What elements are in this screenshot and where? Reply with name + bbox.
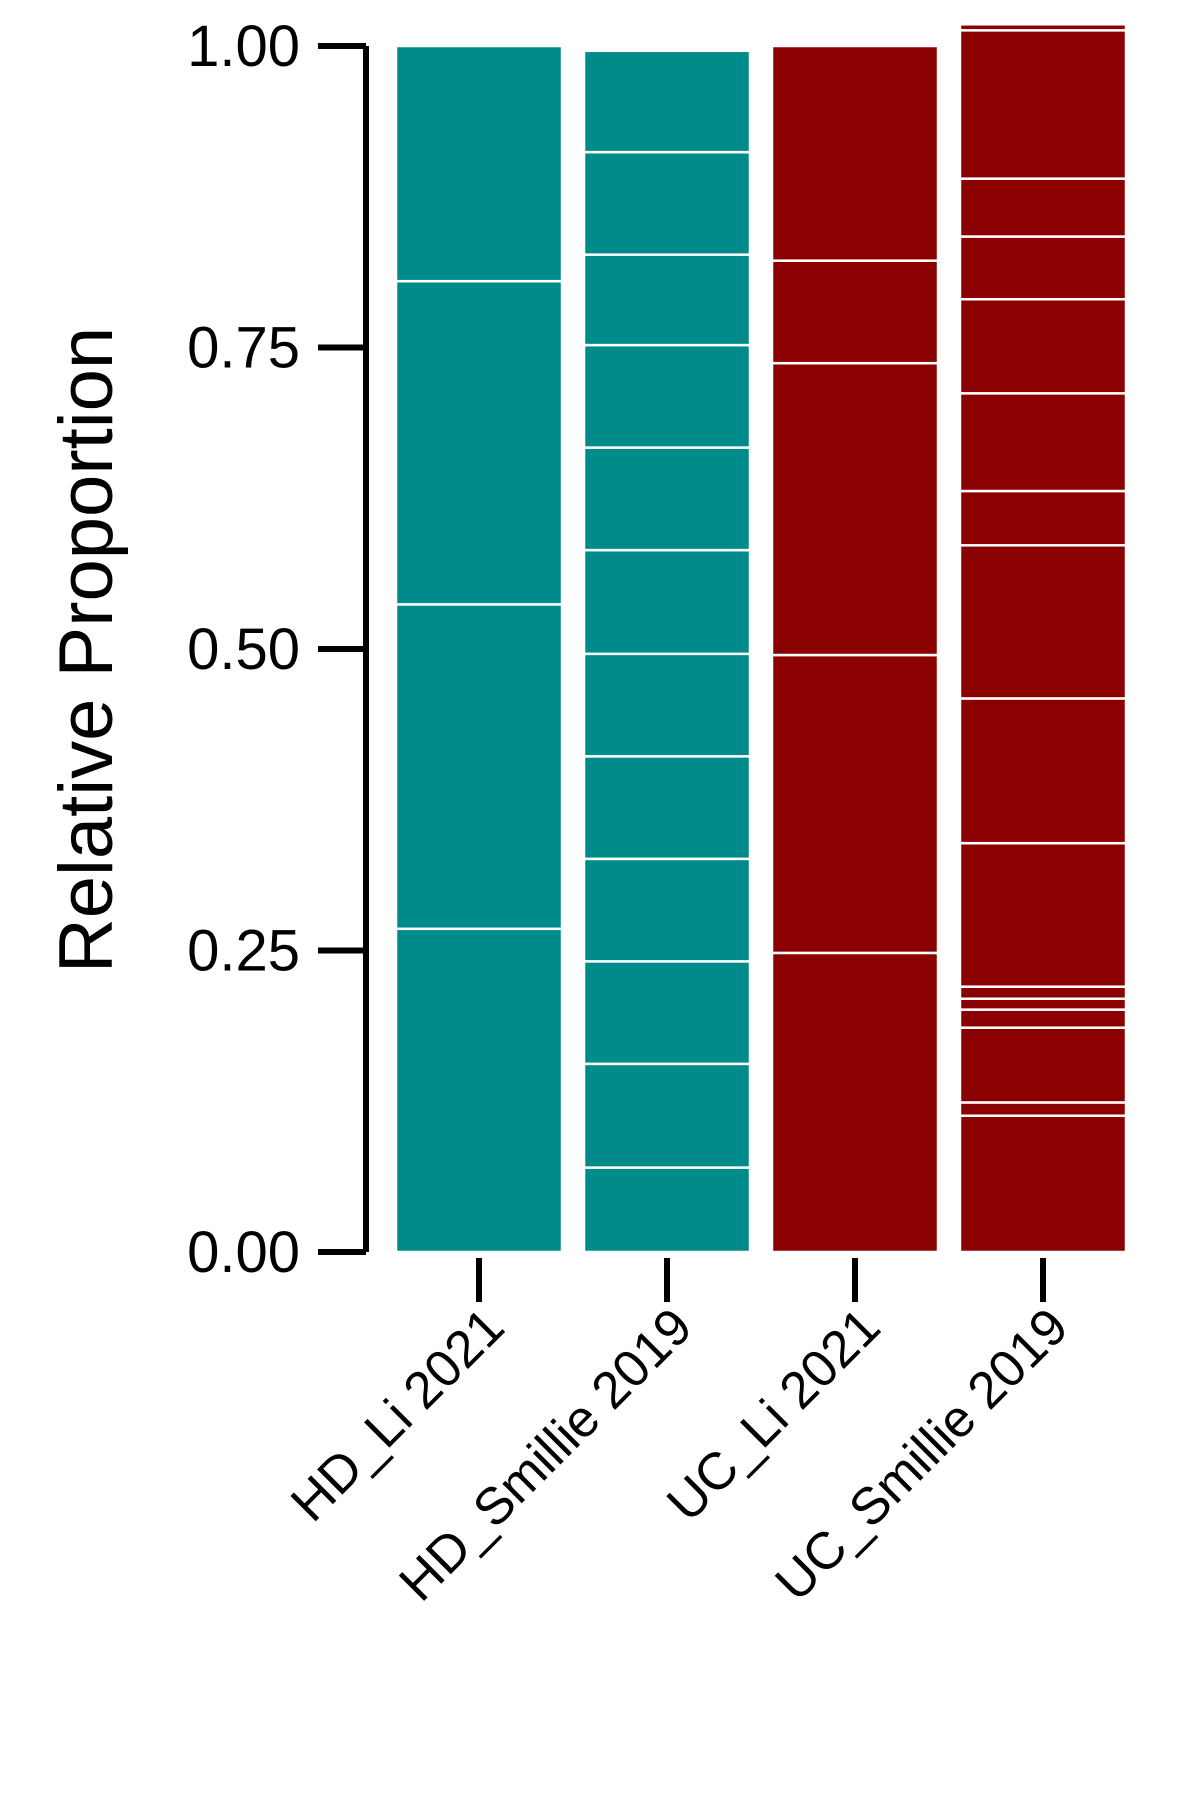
bar-segment (958, 489, 1128, 547)
bar-segment (394, 603, 564, 931)
bar-segment (958, 23, 1128, 32)
bar-segment (582, 1166, 752, 1254)
bar-segment (958, 1114, 1128, 1254)
bar-segment (394, 927, 564, 1254)
y-tick-label: 1.00 (187, 14, 300, 79)
y-tick-label: 0.75 (187, 316, 300, 381)
bar-segment (770, 653, 940, 955)
bar-segment (770, 361, 940, 657)
bar-segment (958, 985, 1128, 1000)
bar-segment (582, 343, 752, 449)
bar-segment (958, 1101, 1128, 1117)
bar-segment (582, 857, 752, 963)
bar-segment (958, 392, 1128, 493)
bar-segment (582, 49, 752, 154)
y-axis-title: Relative Proportion (44, 327, 129, 973)
y-tick-label: 0.50 (187, 617, 300, 682)
bar-segment (958, 29, 1128, 180)
bar-segment (958, 298, 1128, 395)
bar-segment (958, 177, 1128, 238)
bar-segment (770, 44, 940, 262)
bar-segment (958, 841, 1128, 988)
bar-segment (582, 755, 752, 861)
bar-segment (582, 446, 752, 552)
bar-segment (958, 1008, 1128, 1029)
bar-segment (582, 652, 752, 758)
bar-segment (394, 44, 564, 283)
bar-segment (582, 1062, 752, 1169)
bar-segment (582, 150, 752, 256)
y-tick-label: 0.00 (187, 1220, 300, 1285)
bar-segment (958, 544, 1128, 700)
bar-segment (958, 697, 1128, 845)
bar-segment (958, 997, 1128, 1011)
bar-segment (582, 548, 752, 656)
bar-segment (958, 1026, 1128, 1104)
bar-segment (770, 951, 940, 1254)
bar-segment (582, 253, 752, 347)
bar-segment (394, 279, 564, 606)
bar-segment (770, 259, 940, 365)
bar-segment (582, 960, 752, 1066)
y-tick-label: 0.25 (187, 919, 300, 984)
bar-segment (958, 235, 1128, 301)
